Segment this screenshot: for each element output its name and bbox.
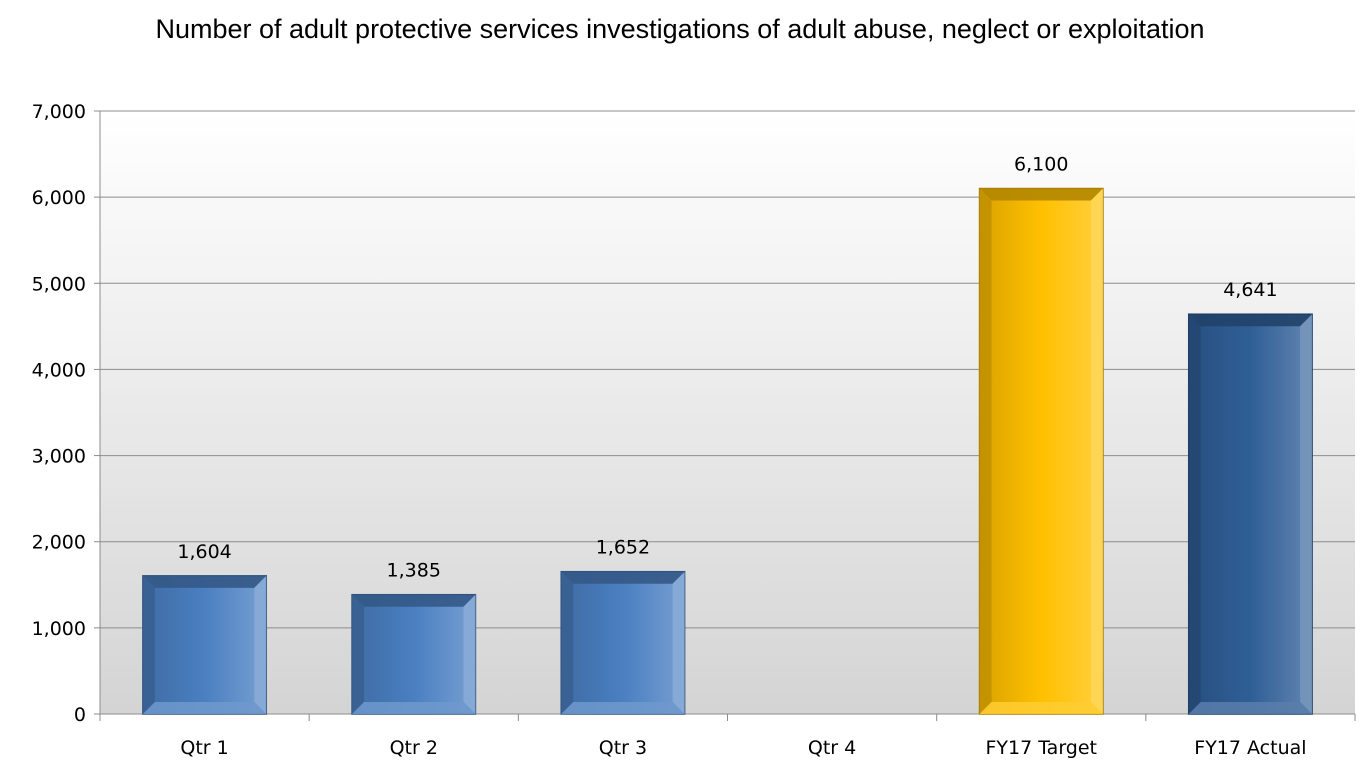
bar-bevel-left	[561, 571, 574, 714]
y-tick-label: 2,000	[32, 532, 86, 554]
plot-area	[100, 111, 1355, 714]
bar	[978, 187, 1104, 715]
bar-bevel-bottom	[979, 702, 1103, 714]
bar-body	[560, 570, 686, 715]
bars	[142, 187, 1313, 715]
axes	[94, 110, 1356, 721]
bar-bevel-bottom	[1188, 702, 1313, 714]
bar-bevel-bottom	[352, 702, 476, 714]
bar	[560, 570, 686, 715]
bar-bevel-left	[142, 575, 155, 714]
bar-bevel-top	[352, 594, 476, 607]
x-tick-label: FY17 Actual	[1194, 737, 1306, 759]
bar-bevel-bottom	[142, 702, 267, 714]
bar-body	[142, 575, 268, 715]
y-tick-label: 4,000	[32, 359, 86, 381]
bar-bevel-right	[254, 575, 267, 714]
gridlines	[100, 110, 1355, 629]
bar-body	[351, 593, 477, 715]
y-tick-label: 3,000	[32, 446, 86, 468]
bar-bevel-right	[672, 571, 685, 714]
bar-bevel-top	[142, 575, 267, 588]
bar	[351, 593, 477, 715]
bar-bevel-left	[352, 594, 365, 714]
bar-body	[1187, 313, 1313, 715]
bar-bevel-right	[1300, 314, 1313, 714]
bar-bevel-right	[1090, 188, 1103, 714]
labels: 0 1,000 2,000 3,000 4,000 5,000 6,000 7,000 Qtr …	[32, 101, 1307, 759]
bar-bevel-top	[1188, 314, 1313, 327]
chart-title: Number of adult protective services inve…	[155, 14, 1205, 44]
bar-body	[978, 187, 1104, 715]
bar	[1187, 313, 1313, 715]
y-tick-label: 1,000	[32, 618, 86, 640]
y-tick-label: 5,000	[32, 273, 86, 295]
x-tick-label: Qtr 4	[808, 737, 856, 759]
y-tick-label: 7,000	[32, 101, 86, 123]
x-tick-label: Qtr 1	[180, 737, 228, 759]
bar-bevel-left	[1188, 314, 1201, 714]
bar-bevel-bottom	[561, 702, 685, 714]
x-tick-label: FY17 Target	[985, 737, 1097, 759]
y-tick-label: 0	[74, 704, 86, 726]
data-label: 4,641	[1223, 279, 1277, 301]
x-tick-label: Qtr 2	[390, 737, 438, 759]
bar-bevel-top	[561, 571, 685, 584]
bar-bevel-right	[463, 594, 476, 714]
bar	[142, 575, 268, 715]
data-label: 6,100	[1014, 154, 1068, 176]
data-label: 1,652	[596, 537, 650, 559]
bar-bevel-left	[979, 188, 992, 714]
y-tick-label: 6,000	[32, 187, 86, 209]
x-tick-label: Qtr 3	[599, 737, 647, 759]
data-label: 1,385	[387, 560, 441, 582]
data-label: 1,604	[177, 541, 231, 563]
bar-bevel-top	[979, 188, 1103, 201]
